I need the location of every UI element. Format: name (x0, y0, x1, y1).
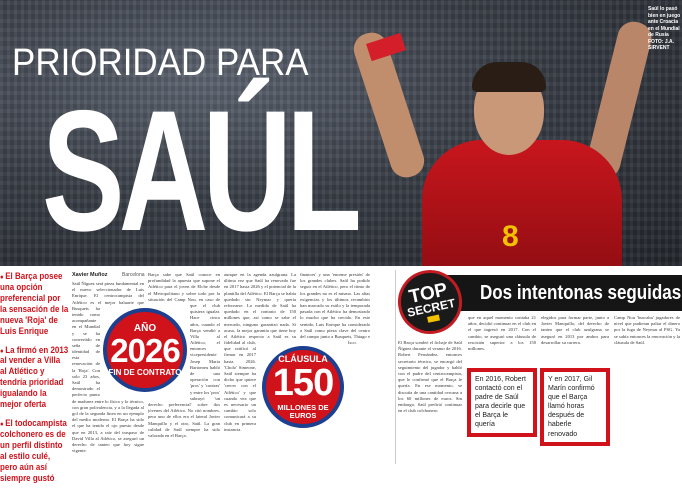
pull-quote: Y en 2017, Gil Marín confirmó que el Bar… (540, 368, 610, 446)
title-text: Dos intentonas seguidas (480, 282, 682, 304)
article-column: Saúl Ñíguez será pieza fundamental en el… (72, 281, 144, 464)
shirt-number: 8 (502, 220, 519, 253)
byline-author: Xavier Muñoz (72, 272, 108, 278)
badge-sub: FIN DE CONTRATO (108, 367, 182, 377)
article-column: Camp Nou 'buscaba' jugadores de nivel qu… (614, 315, 680, 345)
column-text: Saúl Ñíguez será pieza fundamental en el… (72, 281, 144, 454)
highlight: El todocampista colchonero es de un perf… (0, 418, 69, 485)
byline-city: Barcelona (122, 272, 145, 278)
badge-sub: MILLONES DE EUROS (277, 403, 329, 420)
article-column: El Barça sondeó el fichaje de Saúl Ñígue… (398, 340, 462, 414)
column-text: aunque en la agenda azulgrana. La última… (224, 272, 296, 432)
article-column: Barça sabe que Saúl conoce en profundida… (148, 272, 220, 464)
article-column: finances' y una 'enorme presión' de los … (300, 272, 370, 464)
highlight: La firmó en 2013 al vender a Villa al At… (0, 345, 69, 412)
article-column: aunque en la agenda azulgrana. La última… (224, 272, 296, 464)
column-text: finances' y una 'enorme presión' de los … (300, 272, 370, 346)
player-hair (472, 62, 546, 92)
highlights: El Barça posee una opción preferencial p… (0, 271, 69, 493)
column-divider (395, 270, 396, 464)
column-text: Barça sabe que Saúl conoce en profundida… (148, 272, 220, 438)
article2-title: Dos intentonas seguidas (440, 275, 682, 311)
hero-photo: 8 PRIORIDAD PARA SAÚL Saúl lo pasó bien … (0, 0, 682, 266)
player-shirt (422, 140, 622, 266)
photo-caption: Saúl lo pasó bien en juego ante Croacia … (648, 6, 681, 51)
headline-kicker: PRIORIDAD PARA (12, 42, 309, 84)
article-column: que en aquel momento contaba 21 años, de… (468, 315, 536, 351)
clause-badge: CLÁUSULA 150 MILLONES DE EUROS (262, 346, 344, 428)
badge-label: CLÁUSULA (278, 354, 328, 364)
player-photo: 8 (349, 0, 662, 266)
key-icon (427, 314, 441, 324)
badge-value: 2026 (110, 331, 180, 369)
badge-value: 150 (272, 362, 334, 404)
pull-quote: En 2016, Robert contactó con el padre de… (467, 368, 537, 437)
headline-name: SAÚL (42, 75, 362, 266)
badge-label: AÑO (133, 322, 157, 334)
contract-badge: AÑO 2026 FIN DE CONTRATO (103, 308, 187, 392)
article-column: elegidos para formar parte, junto a Javi… (541, 315, 609, 345)
highlight: El Barça posee una opción preferencial p… (0, 271, 69, 338)
